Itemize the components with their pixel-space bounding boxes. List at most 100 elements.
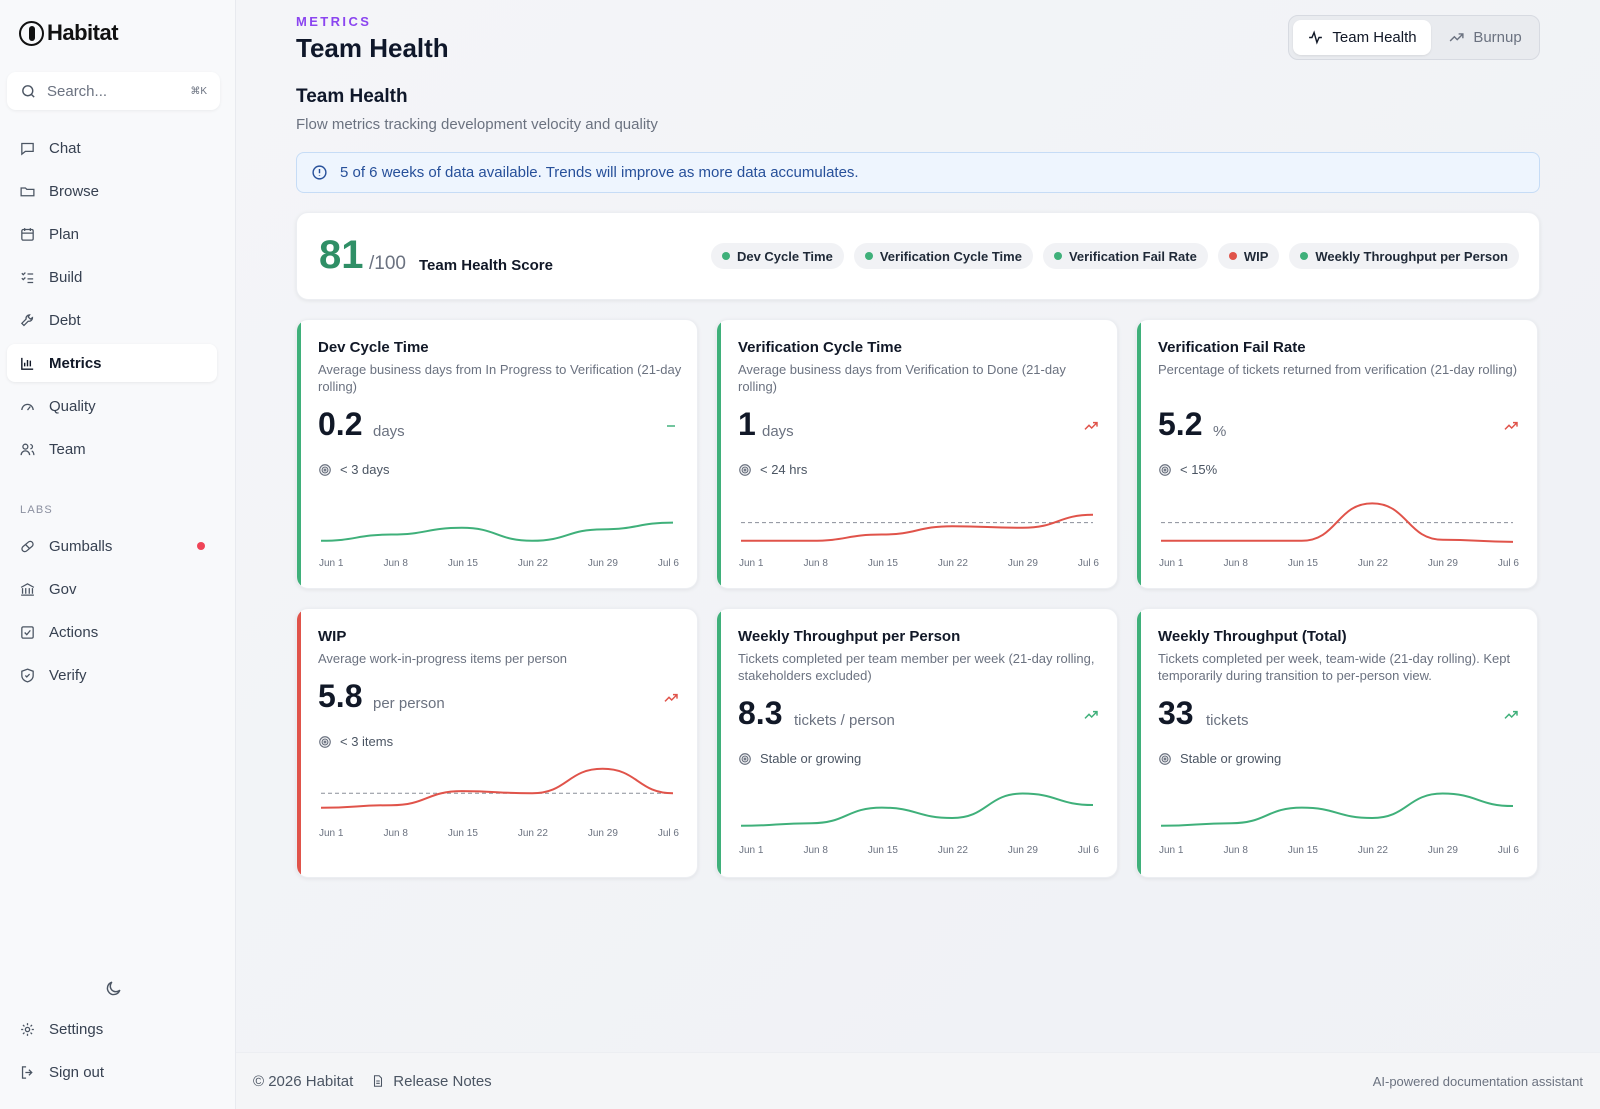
x-tick-label: Jun 29 bbox=[1007, 845, 1038, 856]
card-description: Tickets completed per week, team-wide (2… bbox=[1158, 651, 1511, 683]
data-availability-notice: 5 of 6 weeks of data available. Trends w… bbox=[296, 152, 1540, 193]
target-label: Stable or growing bbox=[1180, 751, 1282, 766]
status-dot bbox=[1228, 252, 1237, 260]
wrench-icon bbox=[20, 313, 34, 326]
pill-icon bbox=[21, 540, 34, 552]
x-tick-label: Jul 6 bbox=[657, 558, 679, 569]
tab-burnup[interactable]: Burnup bbox=[1435, 20, 1535, 55]
sidebar-item-team[interactable]: Team bbox=[7, 430, 217, 468]
app-name: Habitat bbox=[47, 20, 119, 45]
sidebar-item-build[interactable]: Build bbox=[7, 258, 217, 296]
sidebar-item-label: Quality bbox=[49, 397, 96, 415]
release-notes-link[interactable]: Release Notes bbox=[393, 1072, 492, 1090]
target-label: < 3 days bbox=[340, 462, 390, 477]
pill-label: Dev Cycle Time bbox=[736, 248, 833, 264]
metric-card-verification-fail-rate[interactable]: Verification Fail Rate Percentage of tic… bbox=[1136, 319, 1538, 589]
sidebar-item-gov[interactable]: Gov bbox=[7, 570, 217, 608]
status-bar bbox=[297, 320, 301, 588]
card-target: Stable or growing bbox=[1158, 751, 1281, 766]
card-title: Weekly Throughput per Person bbox=[738, 628, 961, 645]
checkbox-icon bbox=[21, 625, 34, 639]
status-dot bbox=[864, 252, 873, 260]
sparkline-chart bbox=[741, 792, 1093, 827]
sparkline-series bbox=[1161, 792, 1513, 827]
card-value: 0.2 bbox=[318, 406, 363, 442]
sparkline-chart bbox=[1161, 792, 1513, 827]
card-unit: per person bbox=[373, 695, 445, 712]
x-tick-label: Jul 6 bbox=[1077, 845, 1099, 856]
tab-team-health[interactable]: Team Health bbox=[1293, 20, 1431, 55]
sidebar-item-gumballs[interactable]: Gumballs bbox=[7, 527, 217, 565]
x-axis-labels: Jun 1 Jun 8 Jun 15 Jun 22 Jun 29 Jul 6 bbox=[739, 845, 1099, 856]
card-target: < 3 items bbox=[318, 734, 393, 749]
trend-up-icon bbox=[1084, 710, 1098, 719]
sidebar-item-settings[interactable]: Settings bbox=[7, 1010, 217, 1048]
info-icon bbox=[312, 165, 327, 180]
app-logo[interactable]: Habitat bbox=[19, 20, 119, 46]
x-tick-label: Jun 15 bbox=[867, 845, 898, 856]
sidebar-item-chat[interactable]: Chat bbox=[7, 129, 217, 167]
status-bar bbox=[1137, 609, 1141, 877]
status-pill[interactable]: Verification Cycle Time bbox=[853, 243, 1033, 269]
view-switcher: Team Health Burnup bbox=[1288, 15, 1540, 60]
card-title: Weekly Throughput (Total) bbox=[1158, 628, 1347, 645]
sparkline-series bbox=[741, 792, 1093, 827]
x-tick-label: Jun 22 bbox=[1357, 845, 1388, 856]
target-icon bbox=[319, 463, 331, 476]
x-tick-label: Jun 22 bbox=[1357, 558, 1388, 569]
target-label: < 24 hrs bbox=[760, 462, 808, 477]
sidebar-item-verify[interactable]: Verify bbox=[7, 656, 217, 694]
status-pill[interactable]: Verification Fail Rate bbox=[1042, 243, 1208, 269]
sidebar-item-plan[interactable]: Plan bbox=[7, 215, 217, 253]
section-subtitle: Flow metrics tracking development veloci… bbox=[296, 116, 658, 133]
card-description: Tickets completed per team member per we… bbox=[738, 651, 1095, 683]
metric-card-verification-cycle-time[interactable]: Verification Cycle Time Average business… bbox=[716, 319, 1118, 589]
tab-label: Burnup bbox=[1473, 29, 1522, 46]
x-tick-label: Jun 1 bbox=[1159, 845, 1184, 856]
sidebar-item-label: Verify bbox=[49, 666, 87, 684]
card-unit: days bbox=[373, 423, 405, 440]
target-label: Stable or growing bbox=[760, 751, 862, 766]
page-eyebrow: METRICS bbox=[296, 14, 372, 29]
x-tick-label: Jun 1 bbox=[319, 558, 344, 569]
search-input[interactable]: Search... ⌘K bbox=[7, 72, 220, 110]
x-axis-labels: Jun 1 Jun 8 Jun 15 Jun 22 Jun 29 Jul 6 bbox=[319, 558, 679, 569]
status-bar bbox=[717, 609, 721, 877]
card-target: Stable or growing bbox=[738, 751, 861, 766]
trend-up-icon bbox=[1504, 421, 1518, 430]
sidebar-item-browse[interactable]: Browse bbox=[7, 172, 217, 210]
sidebar-item-label: Build bbox=[49, 268, 83, 286]
sidebar-item-sign-out[interactable]: Sign out bbox=[7, 1053, 217, 1091]
x-tick-label: Jun 29 bbox=[587, 558, 618, 569]
status-pill[interactable]: WIP bbox=[1217, 243, 1280, 269]
x-tick-label: Jun 1 bbox=[319, 828, 344, 839]
sidebar-item-quality[interactable]: Quality bbox=[7, 387, 217, 425]
card-description: Average business days from In Progress t… bbox=[318, 362, 682, 394]
sidebar-item-label: Plan bbox=[49, 225, 80, 243]
status-pill[interactable]: Weekly Throughput per Person bbox=[1289, 243, 1519, 269]
sidebar-item-label: Browse bbox=[49, 182, 100, 200]
x-tick-label: Jul 6 bbox=[1497, 558, 1519, 569]
x-axis-labels: Jun 1 Jun 8 Jun 15 Jun 22 Jun 29 Jul 6 bbox=[739, 558, 1099, 569]
pill-label: Verification Fail Rate bbox=[1068, 248, 1197, 264]
metric-card-wip[interactable]: WIP Average work-in-progress items per p… bbox=[296, 608, 698, 878]
sidebar-item-debt[interactable]: Debt bbox=[7, 301, 217, 339]
moon-icon[interactable] bbox=[104, 979, 123, 998]
sidebar: Habitat Search... ⌘K Chat Browse Plan Bu… bbox=[0, 0, 236, 1109]
metric-card-weekly-throughput-total[interactable]: Weekly Throughput (Total) Tickets comple… bbox=[1136, 608, 1538, 878]
footer-tagline: AI-powered documentation assistant bbox=[1372, 1073, 1583, 1089]
x-tick-label: Jun 8 bbox=[1223, 558, 1248, 569]
sidebar-item-actions[interactable]: Actions bbox=[7, 613, 217, 651]
metric-card-weekly-throughput-per-person[interactable]: Weekly Throughput per Person Tickets com… bbox=[716, 608, 1118, 878]
sidebar-item-metrics[interactable]: Metrics bbox=[7, 344, 217, 382]
x-tick-label: Jul 6 bbox=[1077, 558, 1099, 569]
trend-up-icon bbox=[1084, 421, 1098, 430]
status-pill[interactable]: Dev Cycle Time bbox=[710, 243, 844, 269]
bank-icon bbox=[20, 582, 35, 596]
target-icon bbox=[739, 752, 751, 765]
x-tick-label: Jun 8 bbox=[383, 558, 408, 569]
x-tick-label: Jun 22 bbox=[517, 558, 548, 569]
metric-card-dev-cycle-time[interactable]: Dev Cycle Time Average business days fro… bbox=[296, 319, 698, 589]
trend-up-icon bbox=[664, 693, 678, 702]
sidebar-item-label: Chat bbox=[49, 139, 81, 157]
